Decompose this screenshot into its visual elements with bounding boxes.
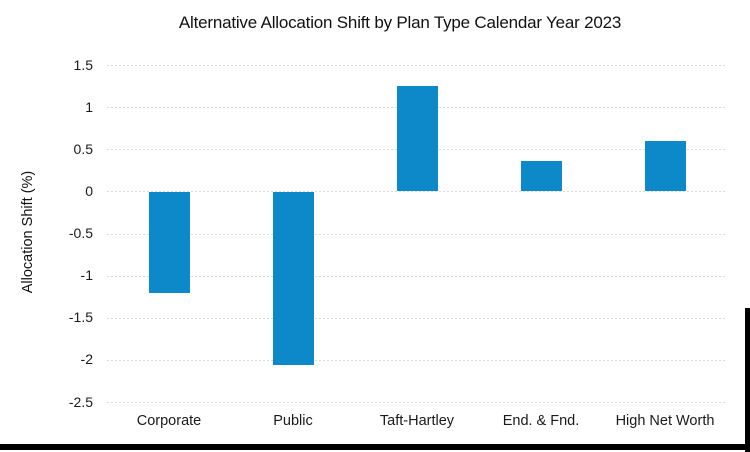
bottom-border-line xyxy=(0,444,750,450)
x-axis-label-end-fnd-: End. & Fnd. xyxy=(502,413,580,429)
chart-title: Alternative Allocation Shift by Plan Typ… xyxy=(178,13,622,32)
gridline--1.5 xyxy=(107,317,727,319)
gridline-1.5 xyxy=(107,65,727,66)
y-tick-label--1: -1 xyxy=(80,267,93,284)
y-tick-label--1.5: -1.5 xyxy=(68,309,93,326)
gridline--0.5 xyxy=(107,233,727,235)
bar-high-net-worth xyxy=(644,140,686,192)
y-tick-label-1.5: 1.5 xyxy=(73,56,93,73)
x-axis-label-corporate: Corporate xyxy=(136,413,202,429)
gridline--1 xyxy=(107,275,727,277)
y-tick-label-0: 0 xyxy=(85,182,93,199)
y-tick-label--0.5: -0.5 xyxy=(68,225,93,241)
x-axis-label-taft-hartley: Taft-Hartley xyxy=(379,413,455,429)
y-tick-label--2.5: -2.5 xyxy=(68,393,93,410)
x-axis-label-high-net-worth: High Net Worth xyxy=(615,413,715,429)
gridline--2 xyxy=(107,359,727,361)
y-tick-label--2: -2 xyxy=(80,351,93,368)
gridline-0 xyxy=(107,191,727,193)
x-axis-label-public: Public xyxy=(273,413,313,429)
bar-taft-hartley xyxy=(396,86,438,192)
y-tick-label-1: 1 xyxy=(85,98,93,115)
y-tick-label-0.5: 0.5 xyxy=(73,140,93,157)
bar-corporate xyxy=(148,192,190,294)
gridline--2.5 xyxy=(107,402,727,403)
bar-public xyxy=(272,192,314,366)
bar-end-fnd- xyxy=(520,161,562,192)
right-border-line xyxy=(745,308,750,452)
